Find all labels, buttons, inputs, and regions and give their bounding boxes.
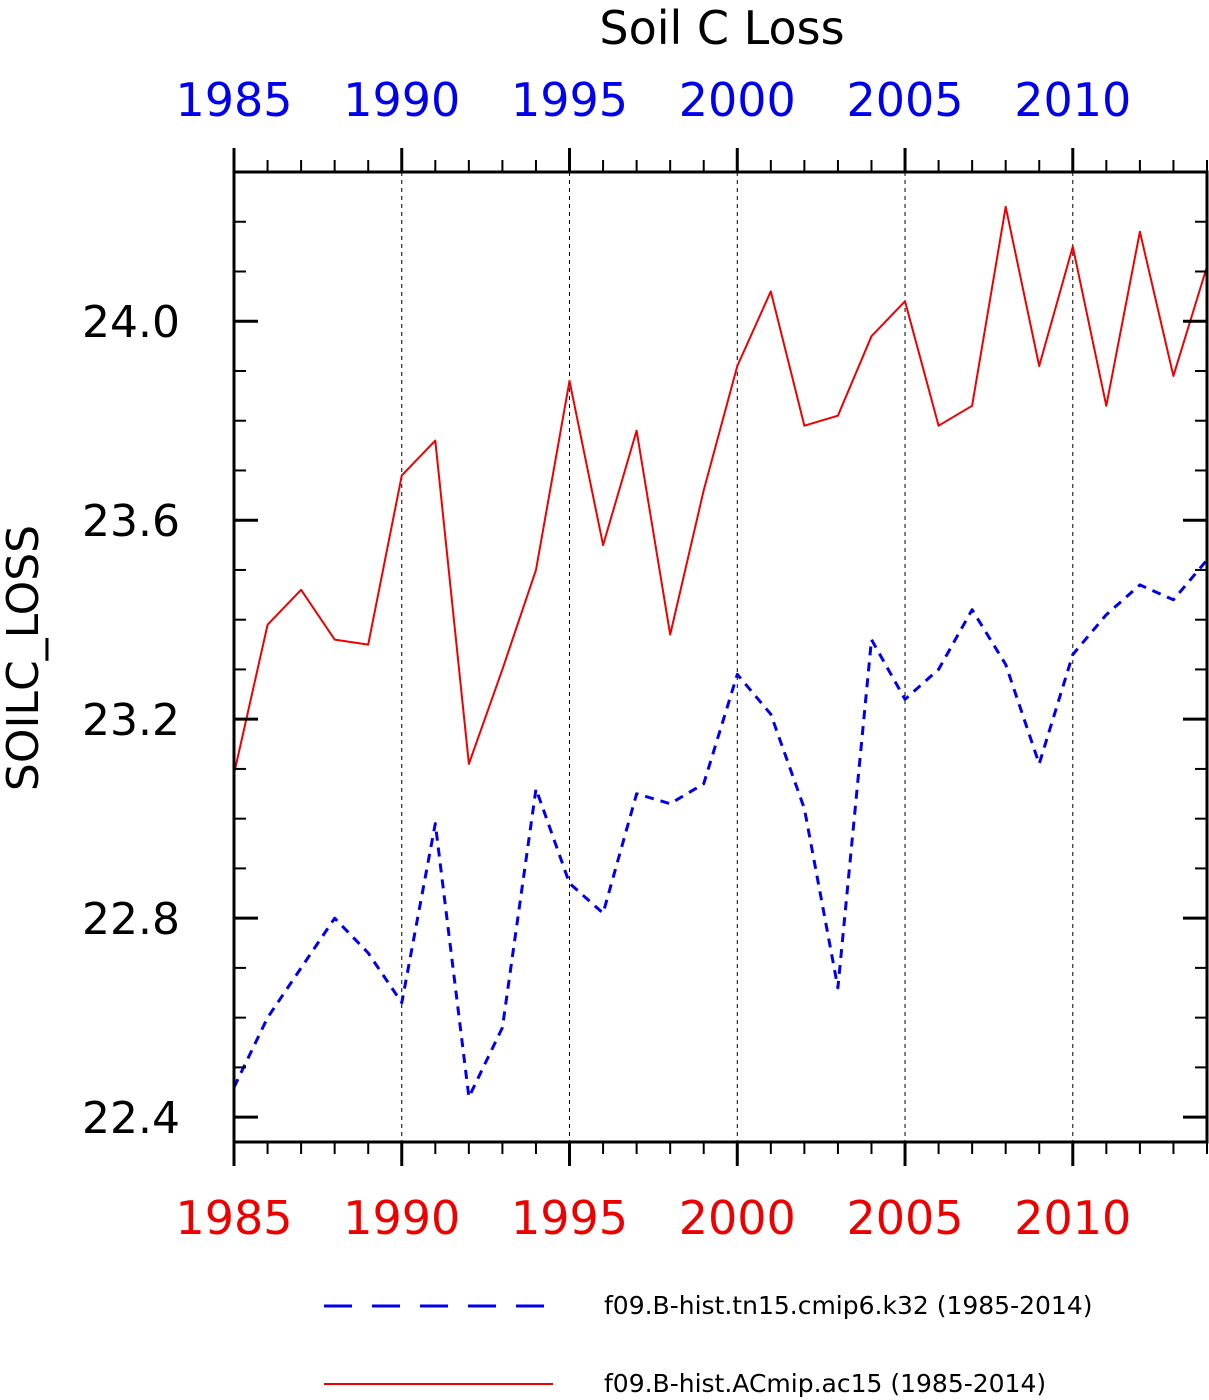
x-tick-label-top-2005: 2005 <box>846 73 963 127</box>
y-tick-label-24.0: 24.0 <box>82 297 180 348</box>
legend-label-1: f09.B-hist.tn15.cmip6.k32 (1985-2014) <box>604 1291 1092 1320</box>
x-tick-label-bottom-2000: 2000 <box>679 1191 796 1245</box>
x-tick-label-bottom-2005: 2005 <box>846 1191 963 1245</box>
x-tick-label-top-1990: 1990 <box>343 73 460 127</box>
plot-frame <box>232 170 1209 1144</box>
x-tick-label-top-2010: 2010 <box>1014 73 1131 127</box>
series-line-2 <box>233 205 1208 775</box>
axis-ticks <box>232 148 1208 1166</box>
series-line-1 <box>232 559 1209 1099</box>
chart-title: Soil C Loss <box>599 1 844 55</box>
legend-label-2: f09.B-hist.ACmip.ac15 (1985-2014) <box>604 1369 1046 1398</box>
x-tick-label-top-1995: 1995 <box>511 73 628 127</box>
y-tick-label-23.2: 23.2 <box>82 695 180 746</box>
legend: f09.B-hist.tn15.cmip6.k32 (1985-2014) f09… <box>324 1291 1092 1398</box>
y-axis-label: SOILC_LOSS <box>0 525 49 791</box>
grid-lines <box>401 172 1074 1142</box>
y-tick-label-23.6: 23.6 <box>82 496 180 547</box>
x-tick-label-top-2000: 2000 <box>679 73 796 127</box>
series-group <box>232 205 1209 1099</box>
tick-labels: 1985 1985 1990 1990 1995 1995 2000 2000 2005 2005… <box>82 73 1131 1245</box>
x-tick-label-top-1985: 1985 <box>175 73 292 127</box>
x-tick-label-bottom-1985: 1985 <box>175 1191 292 1245</box>
y-tick-label-22.8: 22.8 <box>82 894 180 945</box>
x-tick-label-bottom-1995: 1995 <box>511 1191 628 1245</box>
y-tick-label-22.4: 22.4 <box>82 1093 180 1144</box>
x-tick-label-bottom-2010: 2010 <box>1014 1191 1131 1245</box>
x-tick-label-bottom-1990: 1990 <box>343 1191 460 1245</box>
